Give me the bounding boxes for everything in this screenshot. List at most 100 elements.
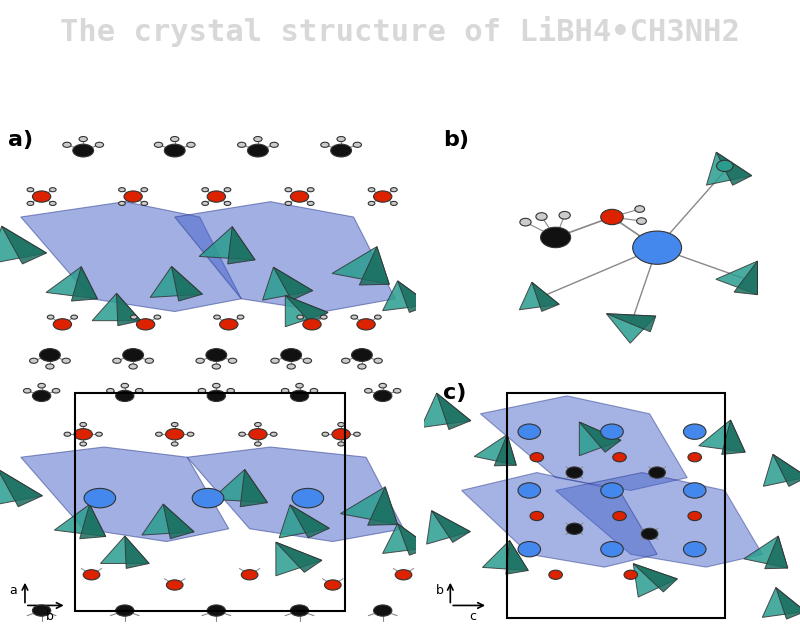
Circle shape xyxy=(624,570,638,579)
Circle shape xyxy=(47,315,54,319)
Circle shape xyxy=(106,389,114,393)
Polygon shape xyxy=(101,536,149,563)
Polygon shape xyxy=(125,536,149,569)
Polygon shape xyxy=(163,504,194,539)
Circle shape xyxy=(213,384,220,388)
Circle shape xyxy=(113,358,121,363)
Circle shape xyxy=(282,389,289,393)
Circle shape xyxy=(214,315,220,319)
Circle shape xyxy=(518,483,541,498)
Circle shape xyxy=(170,136,179,141)
Circle shape xyxy=(601,424,623,439)
Circle shape xyxy=(242,570,258,580)
Circle shape xyxy=(337,136,346,141)
Circle shape xyxy=(118,187,126,192)
Polygon shape xyxy=(117,293,141,326)
Polygon shape xyxy=(776,587,800,619)
Polygon shape xyxy=(240,469,267,507)
Circle shape xyxy=(688,511,702,521)
Circle shape xyxy=(154,315,161,319)
Circle shape xyxy=(290,191,309,202)
Circle shape xyxy=(683,483,706,498)
Polygon shape xyxy=(0,469,42,507)
Circle shape xyxy=(688,452,702,462)
Polygon shape xyxy=(398,524,430,555)
Circle shape xyxy=(379,384,386,388)
Circle shape xyxy=(321,142,329,148)
Circle shape xyxy=(290,605,309,616)
Circle shape xyxy=(137,319,154,330)
Circle shape xyxy=(202,201,209,206)
Circle shape xyxy=(129,364,138,369)
Polygon shape xyxy=(80,504,106,539)
Circle shape xyxy=(353,142,362,148)
Circle shape xyxy=(141,201,148,206)
Circle shape xyxy=(368,187,375,192)
Circle shape xyxy=(374,191,392,202)
Polygon shape xyxy=(716,152,752,186)
Circle shape xyxy=(351,348,372,362)
Circle shape xyxy=(166,580,183,590)
Circle shape xyxy=(27,187,34,192)
Polygon shape xyxy=(474,435,516,465)
Circle shape xyxy=(30,358,38,363)
Circle shape xyxy=(238,315,244,319)
Circle shape xyxy=(637,218,646,225)
Text: b): b) xyxy=(443,130,469,150)
Circle shape xyxy=(74,428,92,440)
Polygon shape xyxy=(634,563,678,597)
Polygon shape xyxy=(274,267,313,300)
Circle shape xyxy=(332,428,350,440)
Circle shape xyxy=(33,605,50,616)
Polygon shape xyxy=(199,227,255,260)
Circle shape xyxy=(164,144,185,157)
Circle shape xyxy=(249,428,267,440)
Circle shape xyxy=(310,389,318,393)
Polygon shape xyxy=(706,152,752,185)
Polygon shape xyxy=(262,267,313,300)
Circle shape xyxy=(270,142,278,148)
Circle shape xyxy=(254,423,262,427)
Polygon shape xyxy=(382,281,430,310)
Polygon shape xyxy=(532,282,559,312)
Circle shape xyxy=(130,315,137,319)
Polygon shape xyxy=(0,226,46,264)
Circle shape xyxy=(530,511,543,521)
Polygon shape xyxy=(212,469,267,503)
Circle shape xyxy=(118,201,126,206)
Circle shape xyxy=(198,389,206,393)
Circle shape xyxy=(54,319,71,330)
Circle shape xyxy=(536,213,547,220)
Circle shape xyxy=(64,432,70,436)
Circle shape xyxy=(33,191,50,202)
Circle shape xyxy=(292,488,324,508)
Polygon shape xyxy=(286,295,328,327)
Circle shape xyxy=(601,209,623,225)
Polygon shape xyxy=(290,505,330,538)
Polygon shape xyxy=(276,542,322,576)
Circle shape xyxy=(80,442,86,446)
Circle shape xyxy=(27,201,34,206)
Polygon shape xyxy=(734,261,758,295)
Polygon shape xyxy=(519,282,559,310)
Circle shape xyxy=(171,442,178,446)
Circle shape xyxy=(50,201,56,206)
Polygon shape xyxy=(606,314,656,332)
Circle shape xyxy=(271,358,279,363)
Polygon shape xyxy=(46,267,98,299)
Circle shape xyxy=(192,488,224,508)
Circle shape xyxy=(212,364,221,369)
Polygon shape xyxy=(187,447,403,541)
Polygon shape xyxy=(494,435,516,466)
Polygon shape xyxy=(634,563,678,592)
Circle shape xyxy=(186,142,195,148)
Circle shape xyxy=(520,218,531,226)
Circle shape xyxy=(374,390,392,401)
Circle shape xyxy=(73,144,94,157)
Circle shape xyxy=(227,389,234,393)
Polygon shape xyxy=(482,540,528,570)
Polygon shape xyxy=(606,314,656,343)
Polygon shape xyxy=(286,295,328,324)
Polygon shape xyxy=(332,247,390,285)
Circle shape xyxy=(95,142,103,148)
